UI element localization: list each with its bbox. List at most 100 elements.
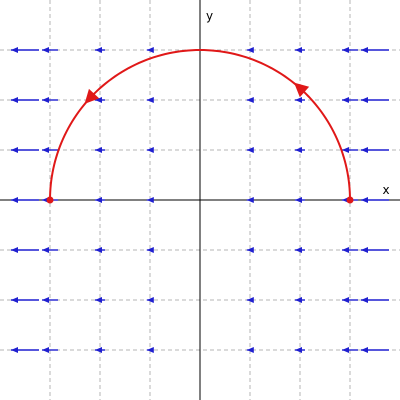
field-arrow-head	[246, 347, 254, 353]
x-axis-label: x	[383, 183, 390, 197]
field-arrow	[342, 297, 358, 303]
field-arrow	[295, 147, 305, 153]
direction-arrow	[294, 82, 310, 98]
field-arrow-head	[95, 347, 102, 353]
field-arrow-head	[95, 147, 102, 153]
field-arrow-head	[295, 297, 302, 303]
field-arrow-head	[342, 147, 349, 153]
field-arrow	[11, 197, 39, 203]
field-arrow	[361, 297, 389, 303]
field-arrow	[11, 347, 39, 353]
field-arrow	[95, 47, 105, 53]
field-arrow	[342, 47, 358, 53]
field-arrow-head	[295, 47, 302, 53]
field-arrow	[295, 297, 305, 303]
field-arrow	[95, 347, 105, 353]
field-arrow-head	[146, 247, 154, 253]
field-arrow-head	[342, 297, 349, 303]
field-arrow	[11, 147, 39, 153]
field-arrow-head	[146, 47, 154, 53]
field-arrow	[361, 247, 389, 253]
field-arrow	[42, 347, 58, 353]
field-arrow	[342, 147, 358, 153]
field-arrow-head	[246, 47, 254, 53]
field-arrow	[342, 97, 358, 103]
semicircle-path	[49, 48, 351, 201]
field-arrow	[295, 97, 305, 103]
field-arrow-head	[95, 247, 102, 253]
field-arrow-head	[295, 247, 302, 253]
field-arrow-head	[11, 97, 18, 103]
field-arrow	[295, 47, 305, 53]
field-arrow	[146, 147, 154, 153]
field-arrow-head	[295, 147, 302, 153]
field-arrow	[361, 197, 389, 203]
field-arrow-head	[361, 347, 368, 353]
field-arrow-head	[342, 347, 349, 353]
field-arrow-head	[361, 147, 368, 153]
field-arrow-head	[11, 197, 18, 203]
field-arrow-head	[342, 247, 349, 253]
field-arrow	[146, 197, 154, 203]
field-arrow-head	[246, 297, 254, 303]
y-axis-label: y	[206, 9, 213, 23]
field-arrow-head	[361, 197, 368, 203]
field-arrow	[361, 47, 389, 53]
field-arrow	[361, 347, 389, 353]
field-arrow	[246, 247, 254, 253]
field-arrow-head	[246, 97, 254, 103]
field-arrow-head	[361, 47, 368, 53]
field-arrow-head	[42, 247, 49, 253]
field-arrow-head	[146, 147, 154, 153]
field-arrow	[42, 97, 58, 103]
field-arrow	[246, 197, 254, 203]
field-arrow	[246, 147, 254, 153]
field-arrow-head	[361, 247, 368, 253]
field-arrow	[361, 147, 389, 153]
field-arrow	[246, 347, 254, 353]
field-arrow-head	[95, 197, 102, 203]
field-arrow-head	[95, 297, 102, 303]
field-arrow	[146, 97, 154, 103]
field-arrow	[146, 347, 154, 353]
field-arrow-head	[42, 347, 49, 353]
field-arrow	[342, 247, 358, 253]
field-arrow-head	[42, 147, 49, 153]
field-arrow	[42, 147, 58, 153]
field-arrow-head	[342, 47, 349, 53]
field-arrow-head	[95, 97, 102, 103]
field-arrow-head	[11, 297, 18, 303]
direction-arrow	[84, 88, 100, 104]
field-arrow	[11, 47, 39, 53]
field-arrow	[146, 247, 154, 253]
field-arrow-head	[361, 297, 368, 303]
field-arrow	[11, 97, 39, 103]
field-arrow-head	[146, 347, 154, 353]
field-arrow	[246, 97, 254, 103]
field-arrow	[95, 197, 105, 203]
field-arrow	[95, 247, 105, 253]
field-arrow	[295, 247, 305, 253]
field-arrow-head	[146, 97, 154, 103]
field-arrow	[95, 97, 105, 103]
field-arrow-head	[11, 47, 18, 53]
field-arrow	[146, 47, 154, 53]
field-arrow	[295, 197, 305, 203]
field-arrow-head	[42, 297, 49, 303]
start-point	[346, 196, 354, 204]
field-arrow	[95, 147, 105, 153]
field-arrow	[95, 297, 105, 303]
field-arrow	[295, 347, 305, 353]
field-arrow-head	[42, 97, 49, 103]
field-arrow	[42, 247, 58, 253]
field-arrow	[42, 297, 58, 303]
field-arrow-head	[246, 197, 254, 203]
field-arrow	[246, 47, 254, 53]
path-curve-group	[46, 48, 354, 204]
field-arrow-head	[342, 97, 349, 103]
field-arrow	[11, 247, 39, 253]
field-arrow-head	[146, 197, 154, 203]
field-arrow-head	[246, 147, 254, 153]
